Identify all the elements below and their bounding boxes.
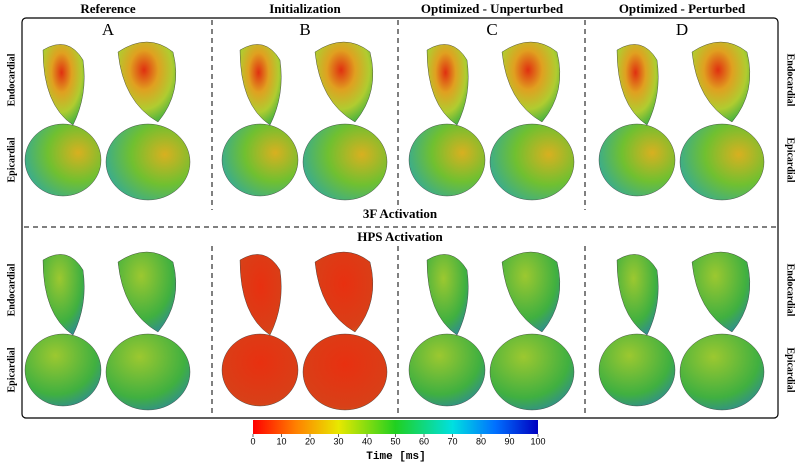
heart-render [314,41,373,123]
heart-render [426,254,469,336]
column-title: Reference [80,1,136,16]
tick-label: 100 [530,436,545,446]
heart-render [691,251,750,333]
column-title: Initialization [269,1,341,16]
heart-render [426,44,469,126]
colorbar-label: Time [ms] [366,451,425,463]
tick-label: 90 [504,436,514,446]
column-letter: A [102,20,115,39]
heart-render [489,333,575,411]
heart-render [221,333,299,407]
tick-label: 20 [305,436,315,446]
heart-render [679,333,765,411]
heart-render [117,41,176,123]
row-label: Epicardial [785,347,796,392]
heart-render [691,41,750,123]
tick-label: 70 [447,436,457,446]
heart-render [314,251,373,333]
frame [21,17,779,419]
heart-render [302,333,388,411]
row-label: Epicardial [6,347,17,392]
heart-render [501,41,560,123]
heart-render [598,333,676,407]
row-label: Endocardial [785,264,796,317]
heart-render [302,123,388,201]
row-label: Epicardial [6,137,17,182]
tick-label: 40 [362,436,372,446]
heart-render [24,333,102,407]
section-label: 3F Activation [363,206,438,221]
heart-render [239,44,282,126]
tick-label: 0 [250,436,255,446]
column-letter: D [676,20,688,39]
heart-render [616,44,659,126]
row-label: Endocardial [6,263,17,316]
heart-render [117,251,176,333]
heart-render [616,254,659,336]
column-letter: B [299,20,310,39]
column-title: Optimized - Unperturbed [421,1,564,16]
row-label: Endocardial [6,53,17,106]
row-label: Epicardial [785,137,796,182]
heart-render [408,333,486,407]
tick-label: 30 [333,436,343,446]
heart-render [105,333,191,411]
heart-render [221,123,299,197]
heart-render [489,123,575,201]
section-label: HPS Activation [357,229,443,244]
tick-label: 50 [390,436,400,446]
heart-render [598,123,676,197]
column-title: Optimized - Perturbed [619,1,746,16]
heart-render [501,251,560,333]
row-label: Endocardial [785,54,796,107]
heart-render [239,254,282,336]
heart-render [408,123,486,197]
tick-label: 10 [276,436,286,446]
heart-render [105,123,191,201]
heart-render [42,254,85,336]
column-letter: C [486,20,497,39]
tick-label: 60 [419,436,429,446]
heart-render [42,44,85,126]
colorbar [253,420,538,434]
heart-render [24,123,102,197]
heart-render [679,123,765,201]
tick-label: 80 [476,436,486,446]
